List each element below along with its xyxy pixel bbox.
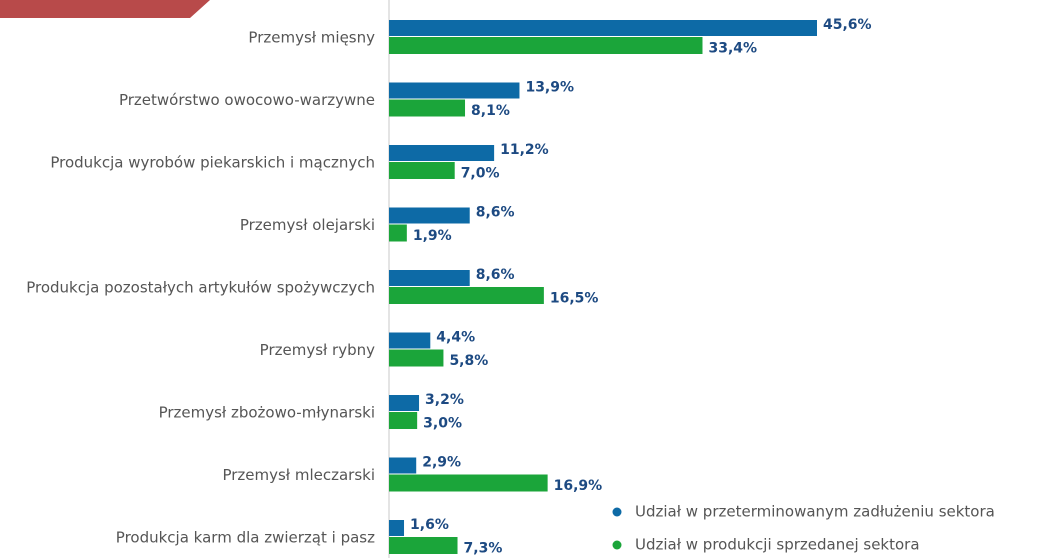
value-label: 7,3%	[464, 541, 503, 557]
bar	[389, 224, 407, 242]
value-label: 2,9%	[422, 455, 461, 471]
bar	[389, 270, 470, 286]
value-label: 1,6%	[410, 517, 449, 533]
value-label: 13,9%	[525, 80, 574, 96]
legend-marker	[612, 507, 622, 517]
bar	[389, 349, 444, 367]
bar	[389, 37, 703, 54]
legend-label: Udział w przeterminowanym zadłużeniu sek…	[635, 503, 995, 521]
decoration	[0, 0, 210, 18]
value-label: 5,8%	[449, 353, 488, 369]
value-label: 3,2%	[425, 392, 464, 408]
value-label: 3,0%	[423, 416, 462, 432]
category-label: Produkcja pozostałych artykułów spożywcz…	[26, 279, 375, 297]
bar	[389, 162, 455, 179]
category-label: Produkcja wyrobów piekarskich i mącznych	[50, 154, 375, 172]
value-label: 1,9%	[413, 228, 452, 244]
value-label: 8,6%	[476, 205, 515, 221]
category-label: Przemysł rybny	[260, 341, 375, 359]
bar	[389, 457, 417, 474]
category-label: Produkcja karm dla zwierząt i pasz	[116, 529, 375, 547]
bar	[389, 520, 405, 536]
bar	[389, 537, 458, 554]
bar	[389, 99, 466, 117]
legend-label: Udział w produkcji sprzedanej sektora	[635, 536, 920, 554]
bar	[389, 207, 470, 224]
value-label: 8,6%	[476, 267, 515, 283]
bar	[389, 395, 420, 411]
category-label: Przemysł olejarski	[240, 216, 375, 234]
bar	[389, 145, 495, 161]
value-label: 4,4%	[436, 330, 475, 346]
value-label: 33,4%	[708, 41, 757, 57]
category-label: Przetwórstwo owocowo-warzywne	[119, 91, 375, 109]
bar	[389, 412, 418, 429]
value-label: 16,9%	[554, 478, 603, 494]
value-label: 7,0%	[461, 166, 500, 182]
category-label: Przemysł mięsny	[248, 29, 375, 47]
category-label: Przemysł mleczarski	[222, 466, 375, 484]
value-label: 16,5%	[550, 291, 599, 307]
category-label: Przemysł zbożowo-młynarski	[159, 404, 375, 422]
bar	[389, 82, 520, 99]
bar	[389, 474, 548, 492]
value-label: 11,2%	[500, 142, 549, 158]
bar	[389, 332, 431, 349]
value-label: 8,1%	[471, 103, 510, 119]
legend-marker	[612, 540, 622, 550]
bar	[389, 287, 544, 304]
value-label: 45,6%	[823, 17, 872, 33]
bar	[389, 20, 817, 36]
